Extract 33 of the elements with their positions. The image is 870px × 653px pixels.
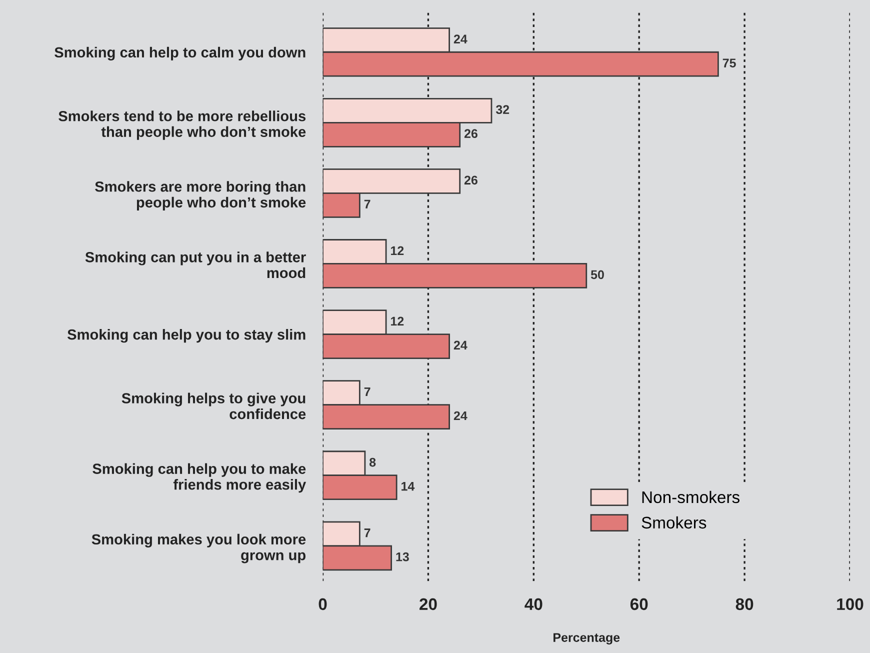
data-label: 75 — [722, 58, 736, 68]
data-label: 12 — [390, 246, 404, 255]
data-label: 26 — [464, 129, 478, 138]
data-label: 50 — [590, 270, 604, 280]
legend-label: Smokers — [642, 516, 706, 529]
data-label: 24 — [454, 411, 468, 420]
x-tick-label: 0 — [318, 598, 327, 610]
x-tick-label: 60 — [630, 598, 648, 610]
legend-label: Non-smokers — [642, 490, 740, 504]
data-label: 13 — [396, 552, 409, 562]
y-tick-label: Smoking can help you to make friends more easily — [92, 463, 306, 493]
y-tick-label: Smoking makes you look more grown up — [92, 534, 306, 564]
x-tick-label: 80 — [736, 598, 754, 610]
data-label: 12 — [390, 316, 404, 326]
y-tick-label: Smoking can put you in a better mood — [85, 252, 306, 278]
data-label: 24 — [454, 34, 468, 44]
data-label: 32 — [496, 105, 510, 114]
y-tick-label: Smoking can help to calm you down — [54, 46, 306, 60]
data-label: 26 — [464, 176, 478, 185]
x-tick-label: 20 — [420, 598, 437, 610]
data-label: 24 — [454, 340, 468, 350]
data-label: 7 — [364, 528, 370, 538]
x-tick-label: 40 — [524, 598, 542, 610]
y-tick-label: Smokers tend to be more rebellious than people who don’t smoke — [58, 110, 306, 140]
data-label: 14 — [402, 482, 415, 491]
y-tick-label: Smoking helps to give you confidence — [122, 392, 306, 420]
x-tick-label: 100 — [837, 598, 864, 610]
y-tick-label: Smokers are more boring than people who don’t smoke — [95, 181, 306, 210]
data-label: 7 — [364, 387, 370, 396]
y-tick-label: Smoking can help you to stay slim — [67, 328, 306, 343]
data-label: 8 — [370, 458, 376, 467]
data-label: 7 — [364, 200, 370, 208]
x-axis-title: Percentage — [554, 633, 620, 644]
